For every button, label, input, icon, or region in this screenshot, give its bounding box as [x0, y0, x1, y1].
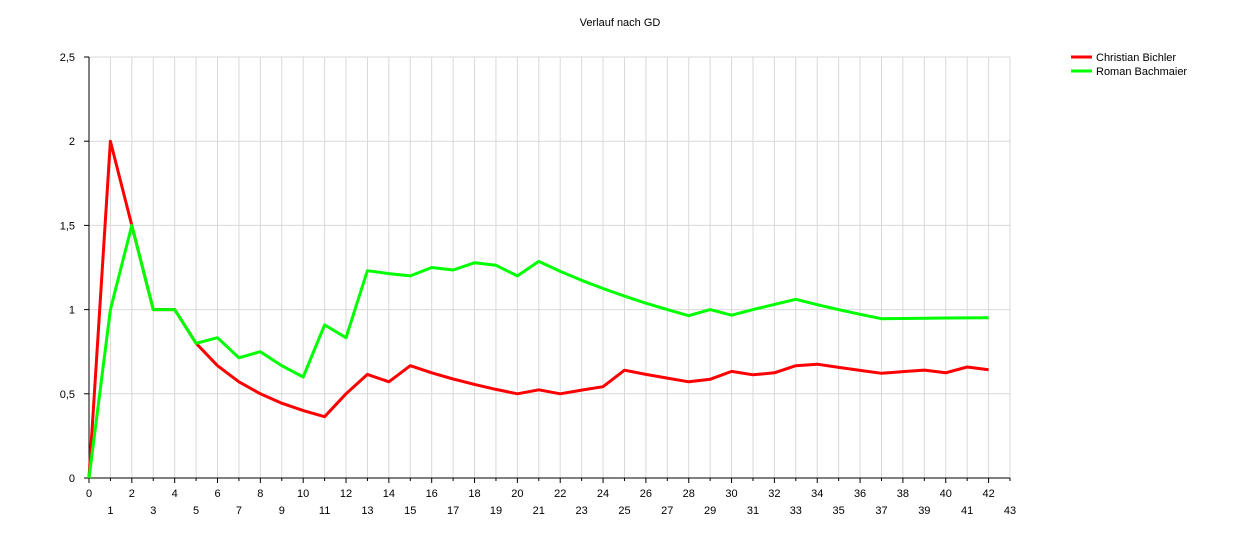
grid-lines — [89, 56, 1011, 478]
x-tick-label: 3 — [150, 505, 156, 517]
x-tick-label: 41 — [961, 505, 973, 517]
x-tick-label: 17 — [447, 505, 459, 517]
chart-title: Verlauf nach GD — [580, 17, 661, 29]
series-line-2 — [87, 223, 989, 479]
y-tick-label: 1,5 — [60, 220, 75, 232]
axes — [84, 56, 1011, 483]
x-tick-label: 38 — [897, 488, 909, 500]
legend-label-2: Roman Bachmaier — [1096, 66, 1187, 78]
x-tick-label: 13 — [361, 505, 373, 517]
x-tick-label: 8 — [257, 488, 263, 500]
x-tick-label: 43 — [1004, 505, 1016, 517]
x-tick-label: 4 — [172, 488, 178, 500]
legend: Christian Bichler Roman Bachmaier — [1071, 52, 1187, 78]
x-tick-label: 16 — [426, 488, 438, 500]
x-tick-label: 10 — [297, 488, 309, 500]
legend-label-1: Christian Bichler — [1096, 52, 1176, 64]
y-tick-label: 0 — [69, 473, 75, 485]
x-tick-label: 9 — [279, 505, 285, 517]
x-tick-label: 31 — [747, 505, 759, 517]
x-tick-label: 33 — [790, 505, 802, 517]
x-tick-label: 0 — [86, 488, 92, 500]
x-tick-label: 39 — [918, 505, 930, 517]
x-tick-label: 12 — [340, 488, 352, 500]
x-tick-label: 26 — [640, 488, 652, 500]
x-tick-label: 2 — [129, 488, 135, 500]
x-tick-label: 11 — [319, 505, 330, 517]
x-tick-label: 1 — [107, 505, 113, 517]
x-tick-label: 5 — [193, 505, 199, 517]
x-tick-label: 35 — [833, 505, 845, 517]
x-tick-label: 27 — [661, 505, 673, 517]
x-tick-label: 37 — [875, 505, 887, 517]
x-tick-label: 21 — [533, 505, 545, 517]
x-tick-label: 34 — [811, 488, 823, 500]
series-line-1 — [87, 139, 989, 479]
y-tick-label: 1 — [69, 305, 75, 317]
series-lines — [87, 139, 989, 479]
x-tick-label: 25 — [618, 505, 630, 517]
y-tick-label: 2,5 — [60, 52, 75, 64]
y-tick-label: 0,5 — [60, 389, 75, 401]
x-tick-label: 7 — [236, 505, 242, 517]
x-tick-label: 30 — [725, 488, 737, 500]
x-tick-label: 20 — [511, 488, 523, 500]
x-tick-label: 6 — [214, 488, 220, 500]
x-tick-label: 23 — [576, 505, 588, 517]
x-tick-label: 29 — [704, 505, 716, 517]
x-tick-label: 42 — [982, 488, 994, 500]
x-tick-label: 24 — [597, 488, 609, 500]
x-tick-label: 40 — [940, 488, 952, 500]
x-tick-label: 36 — [854, 488, 866, 500]
x-tick-label: 32 — [768, 488, 780, 500]
x-tick-label: 14 — [383, 488, 395, 500]
tick-labels: 00,511,522,50123456789101112131415161718… — [60, 52, 1016, 517]
x-tick-label: 19 — [490, 505, 502, 517]
y-tick-label: 2 — [69, 136, 75, 148]
x-tick-label: 18 — [468, 488, 480, 500]
x-tick-label: 28 — [683, 488, 695, 500]
x-tick-label: 22 — [554, 488, 566, 500]
x-tick-label: 15 — [404, 505, 416, 517]
